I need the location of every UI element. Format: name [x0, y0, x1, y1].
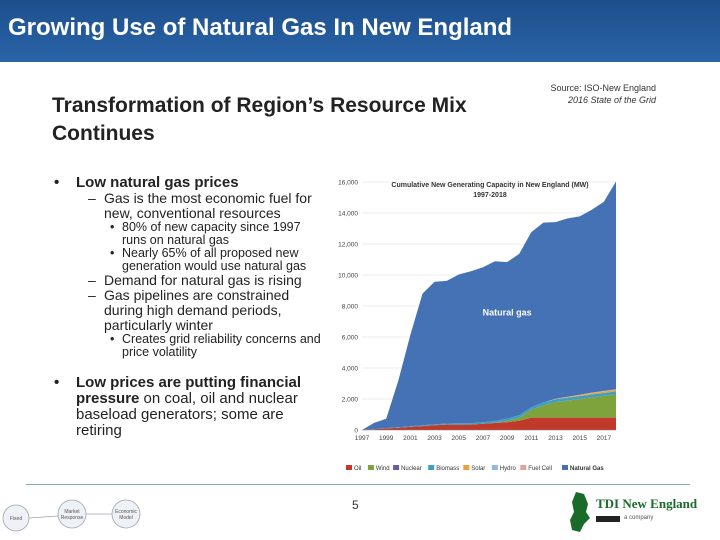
area-biomass [362, 391, 616, 430]
logo-subtext: a company [624, 515, 654, 521]
footer-divider [26, 484, 690, 485]
x-tick-label: 2001 [403, 435, 418, 442]
legend-label: Hydro [500, 466, 517, 472]
legend-label: Nuclear [401, 466, 422, 472]
legend-label: Solar [471, 466, 485, 472]
heading-line-1: Transformation of Region’s Resource Mix [52, 94, 467, 117]
x-tick-label: 2011 [524, 435, 538, 442]
x-tick-label: 2005 [452, 435, 467, 442]
new-england-map-icon [570, 492, 590, 532]
legend-swatch [491, 465, 498, 470]
x-tick-label: 2003 [427, 435, 442, 442]
legend-label: Wind [376, 466, 390, 472]
x-tick-label: 1997 [355, 435, 370, 442]
source-report: 2016 State of the Grid [567, 95, 656, 105]
legend-swatch [346, 465, 352, 470]
legend-swatch [463, 465, 470, 470]
logo-text: TDI New England [596, 496, 698, 511]
x-tick-label: 1999 [379, 435, 394, 442]
sub-sub-bullet: 80% of new capacity since 1997 runs on n… [76, 221, 324, 247]
flow-node-label-3a: Economic [115, 509, 137, 515]
bullet-low-gas-prices: Low natural gas prices Gas is the most e… [54, 175, 324, 359]
source-note: Source: ISO-New England 2016 State of th… [520, 82, 656, 106]
flow-connector [28, 515, 59, 519]
legend-swatch [428, 465, 435, 470]
flow-node-label-2a: Market [64, 509, 80, 515]
flow-node-label-1: Fixed [10, 516, 22, 522]
bullet-financial-pressure: Low prices are putting financial pressur… [54, 375, 324, 439]
source-line: Source: ISO-New England [550, 83, 656, 93]
sub-bullet: Gas is the most economic fuel for new, c… [76, 191, 324, 221]
flow-node-circle [111, 499, 141, 529]
sub-bullet: Demand for natural gas is rising [76, 273, 324, 289]
y-tick-label: 6,000 [342, 335, 359, 342]
y-tick-label: 2,000 [342, 397, 359, 404]
x-tick-label: 2013 [548, 435, 563, 442]
area-solar [362, 389, 616, 430]
area-fuel-cell [362, 389, 616, 430]
flow-node-label-2b: Response [61, 515, 84, 521]
area-oil [362, 417, 616, 430]
y-tick-label: 10,000 [338, 273, 358, 280]
process-flow-diagram: Fixed Market Response Economic Model [2, 499, 141, 532]
title-bar: Growing Use of Natural Gas In New Englan… [0, 0, 720, 62]
capacity-chart: 0 2,000 4,000 6,000 8,000 10,000 12,000 14,000 1… [338, 180, 616, 472]
y-tick-label: 14,000 [338, 211, 358, 218]
heading-line-2: Continues [52, 122, 155, 145]
x-tick-label: 2015 [572, 435, 587, 442]
x-tick-label: 2017 [597, 435, 612, 442]
y-tick-label: 16,000 [338, 180, 358, 187]
logo-mark [596, 516, 620, 522]
flow-node-label-3b: Model [119, 515, 133, 521]
bullet-rest-text: on coal, oil and nuclear baseload genera… [76, 390, 298, 439]
chart-title: Cumulative New Generating Capacity in Ne… [391, 182, 588, 189]
sub-bullet: Gas pipelines are constrained during hig… [76, 288, 324, 333]
page-number: 5 [352, 498, 359, 512]
y-tick-label: 12,000 [338, 242, 358, 249]
legend-swatch [393, 465, 400, 470]
x-tick-label: 2007 [476, 435, 491, 442]
section-heading: Transformation of Region’s Resource Mix … [52, 92, 467, 148]
legend-swatch [367, 465, 374, 470]
company-logo: TDI New England a company [566, 488, 706, 536]
area-natural-gas [362, 181, 616, 430]
legend-label: Oil [354, 466, 361, 472]
legend-swatch [562, 465, 568, 470]
legend-label: Biomass [436, 466, 459, 472]
area-wind [362, 394, 616, 430]
legend-swatch [520, 465, 527, 470]
legend-label: Fuel Cell [528, 466, 552, 472]
sub-sub-bullet: Creates grid reliability concerns and pr… [76, 333, 324, 359]
sub-sub-bullet: Nearly 65% of all proposed new generatio… [76, 247, 324, 273]
y-tick-label: 8,000 [342, 304, 359, 311]
bullet-label: Low natural gas prices [76, 174, 239, 191]
legend-label: Natural Gas [570, 466, 604, 472]
natural-gas-annotation: Natural gas [483, 307, 532, 317]
y-tick-label: 0 [354, 428, 358, 435]
bullet-list: Low natural gas prices Gas is the most e… [54, 175, 324, 439]
y-tick-label: 4,000 [342, 366, 359, 373]
chart-subtitle: 1997-2018 [473, 192, 507, 199]
bullet-bold-text: Low prices are putting financial pressur… [76, 374, 302, 407]
x-tick-label: 2009 [500, 435, 515, 442]
slide-title: Growing Use of Natural Gas In New Englan… [8, 14, 513, 41]
